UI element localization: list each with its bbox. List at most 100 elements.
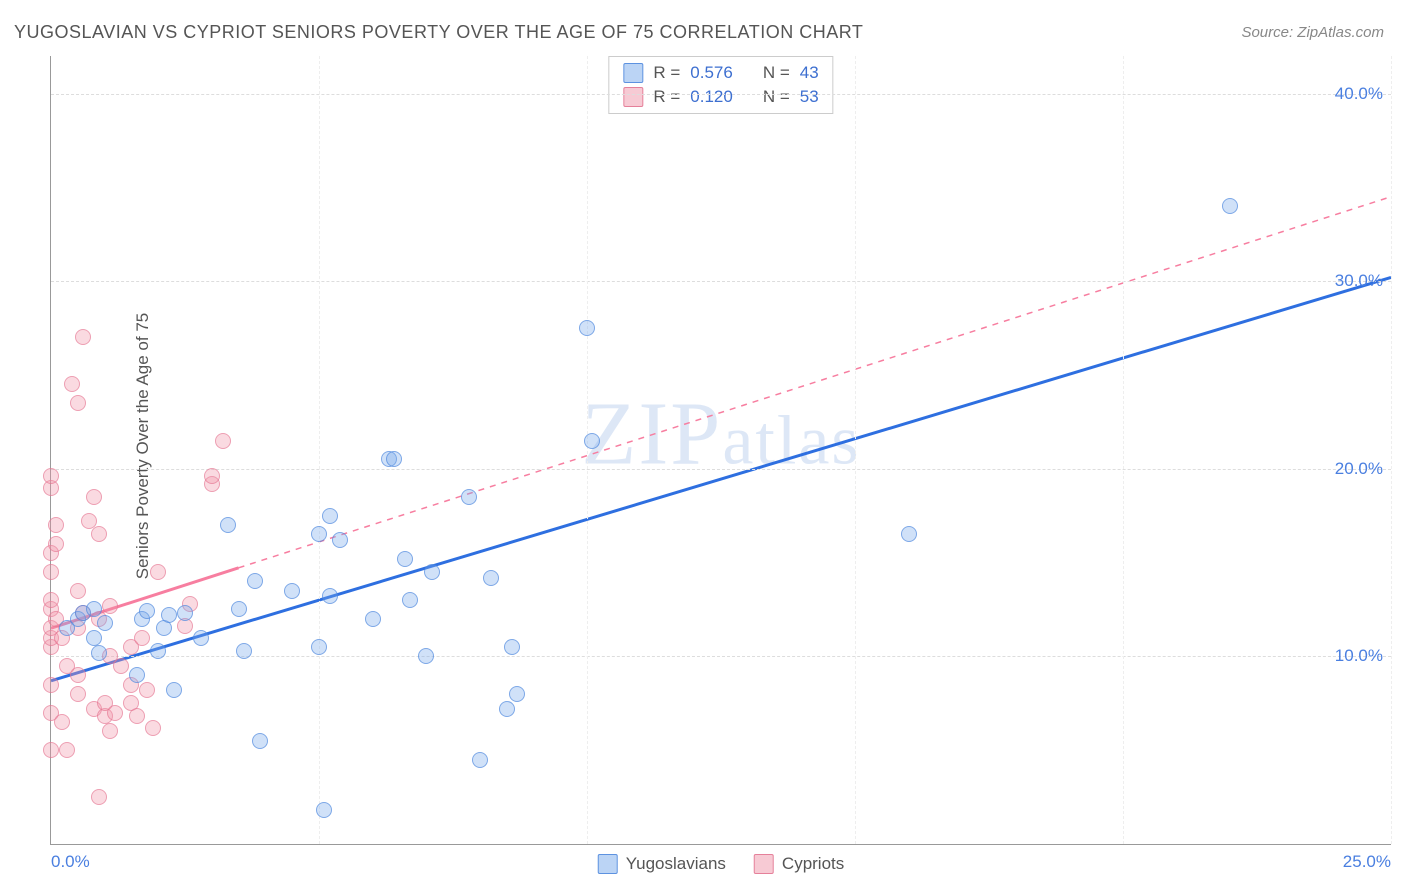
watermark: ZIPatlas bbox=[581, 383, 860, 486]
legend-label-b: Cypriots bbox=[782, 854, 844, 874]
data-point bbox=[177, 605, 193, 621]
data-point bbox=[901, 526, 917, 542]
data-point bbox=[43, 564, 59, 580]
data-point bbox=[579, 320, 595, 336]
data-point bbox=[166, 682, 182, 698]
gridline-h bbox=[51, 281, 1391, 282]
data-point bbox=[386, 451, 402, 467]
data-point bbox=[107, 705, 123, 721]
ytick-label: 10.0% bbox=[1335, 646, 1383, 666]
data-point bbox=[322, 588, 338, 604]
data-point bbox=[86, 489, 102, 505]
stat-r-label: R = bbox=[653, 87, 680, 107]
data-point bbox=[193, 630, 209, 646]
stats-row-a: R = 0.576 N = 43 bbox=[623, 61, 818, 85]
data-point bbox=[145, 720, 161, 736]
data-point bbox=[402, 592, 418, 608]
data-point bbox=[461, 489, 477, 505]
legend-item-a: Yugoslavians bbox=[598, 854, 726, 874]
data-point bbox=[48, 536, 64, 552]
stats-box: R = 0.576 N = 43 R = 0.120 N = 53 bbox=[608, 56, 833, 114]
stat-n-label: N = bbox=[763, 87, 790, 107]
data-point bbox=[91, 645, 107, 661]
xtick-label: 25.0% bbox=[1343, 852, 1391, 872]
gridline-v bbox=[587, 56, 588, 844]
data-point bbox=[424, 564, 440, 580]
data-point bbox=[247, 573, 263, 589]
data-point bbox=[418, 648, 434, 664]
data-point bbox=[584, 433, 600, 449]
data-point bbox=[86, 630, 102, 646]
data-point bbox=[54, 714, 70, 730]
trend-lines bbox=[51, 56, 1391, 844]
data-point bbox=[70, 395, 86, 411]
data-point bbox=[48, 517, 64, 533]
data-point bbox=[499, 701, 515, 717]
ytick-label: 40.0% bbox=[1335, 84, 1383, 104]
ytick-label: 20.0% bbox=[1335, 459, 1383, 479]
stats-row-b: R = 0.120 N = 53 bbox=[623, 85, 818, 109]
data-point bbox=[311, 526, 327, 542]
stat-r-value: 0.120 bbox=[690, 87, 733, 107]
data-point bbox=[64, 376, 80, 392]
chart-title: YUGOSLAVIAN VS CYPRIOT SENIORS POVERTY O… bbox=[14, 22, 863, 43]
plot-area: ZIPatlas R = 0.576 N = 43 R = 0.120 N = … bbox=[50, 56, 1391, 845]
gridline-v bbox=[855, 56, 856, 844]
data-point bbox=[43, 468, 59, 484]
swatch-b-icon bbox=[623, 87, 643, 107]
legend-item-b: Cypriots bbox=[754, 854, 844, 874]
data-point bbox=[97, 615, 113, 631]
data-point bbox=[215, 433, 231, 449]
data-point bbox=[322, 508, 338, 524]
data-point bbox=[220, 517, 236, 533]
data-point bbox=[75, 329, 91, 345]
data-point bbox=[284, 583, 300, 599]
data-point bbox=[483, 570, 499, 586]
stat-n-value: 43 bbox=[800, 63, 819, 83]
data-point bbox=[70, 583, 86, 599]
data-point bbox=[129, 708, 145, 724]
data-point bbox=[311, 639, 327, 655]
data-point bbox=[504, 639, 520, 655]
data-point bbox=[113, 658, 129, 674]
stat-n-value: 53 bbox=[800, 87, 819, 107]
chart-container: YUGOSLAVIAN VS CYPRIOT SENIORS POVERTY O… bbox=[0, 0, 1406, 892]
data-point bbox=[332, 532, 348, 548]
data-point bbox=[472, 752, 488, 768]
gridline-v bbox=[319, 56, 320, 844]
data-point bbox=[70, 686, 86, 702]
swatch-a-icon bbox=[623, 63, 643, 83]
data-point bbox=[236, 643, 252, 659]
legend: Yugoslavians Cypriots bbox=[598, 854, 845, 874]
data-point bbox=[102, 598, 118, 614]
data-point bbox=[150, 643, 166, 659]
stat-r-value: 0.576 bbox=[690, 63, 733, 83]
gridline-h bbox=[51, 656, 1391, 657]
data-point bbox=[139, 603, 155, 619]
data-point bbox=[252, 733, 268, 749]
data-point bbox=[102, 723, 118, 739]
stat-r-label: R = bbox=[653, 63, 680, 83]
data-point bbox=[150, 564, 166, 580]
legend-label-a: Yugoslavians bbox=[626, 854, 726, 874]
data-point bbox=[1222, 198, 1238, 214]
data-point bbox=[397, 551, 413, 567]
data-point bbox=[129, 667, 145, 683]
data-point bbox=[509, 686, 525, 702]
data-point bbox=[316, 802, 332, 818]
data-point bbox=[43, 742, 59, 758]
data-point bbox=[231, 601, 247, 617]
data-point bbox=[134, 630, 150, 646]
data-point bbox=[70, 667, 86, 683]
gridline-h bbox=[51, 469, 1391, 470]
data-point bbox=[59, 742, 75, 758]
gridline-v bbox=[1123, 56, 1124, 844]
xtick-label: 0.0% bbox=[51, 852, 90, 872]
data-point bbox=[365, 611, 381, 627]
source-label: Source: ZipAtlas.com bbox=[1241, 24, 1384, 41]
swatch-b-icon bbox=[754, 854, 774, 874]
gridline-v bbox=[1391, 56, 1392, 844]
stat-n-label: N = bbox=[763, 63, 790, 83]
data-point bbox=[204, 468, 220, 484]
data-point bbox=[43, 677, 59, 693]
